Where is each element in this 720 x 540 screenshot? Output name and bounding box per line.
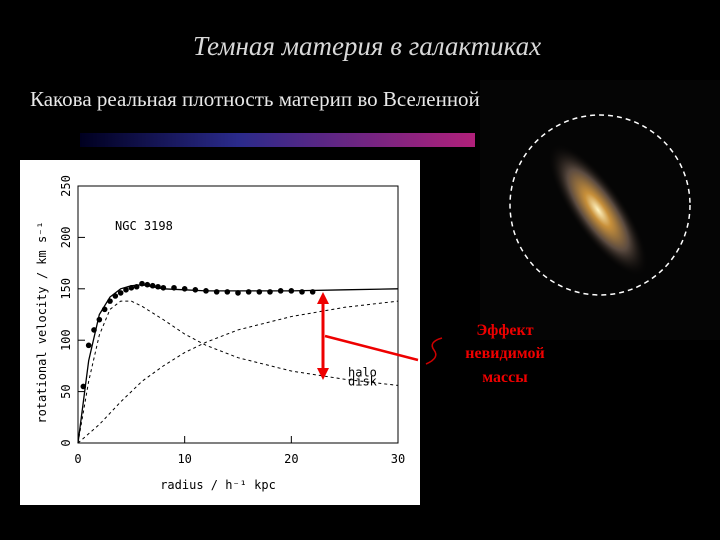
data-point [235,290,241,296]
y-tick-label: 200 [59,227,73,249]
x-tick-label: 0 [74,452,81,466]
slide-title: Темная материя в галактиках [193,31,541,61]
data-point [85,342,92,349]
data-point [117,290,124,296]
y-tick-label: 250 [59,175,73,197]
brace [425,337,443,365]
callout-line [324,334,419,362]
y-tick-label: 50 [59,384,73,398]
arrow-head [317,292,329,304]
curve [77,300,399,444]
annotation: NGC 3198 [115,219,173,233]
slide-subtitle: Какова реальная плотность материп во Все… [30,87,489,111]
chart: 0 10 20 30 0 50 100 150 200 250 radius / h⁻¹ kpc ro… [35,175,405,492]
decor-bar [80,133,475,147]
chart-panel [20,160,420,505]
data-point [213,289,220,295]
data-point [224,289,231,295]
galaxy-circle [509,114,691,296]
data-point [267,289,273,295]
data-point [123,287,129,293]
data-point [256,289,263,295]
y-tick-label: 100 [59,329,73,351]
x-tick-label: 20 [284,452,298,466]
y-tick-label: 150 [59,278,73,300]
data-point [299,289,305,295]
plot-frame [77,185,399,444]
x-axis-label: radius / h⁻¹ kpc [160,478,276,492]
y-tick-label: 0 [59,439,73,446]
series-label: halo [348,366,377,380]
callout: невидимой [465,345,544,362]
x-tick-label: 30 [391,452,405,466]
y-axis-label: rotational velocity / km s⁻¹ [35,221,49,423]
data-point [181,286,188,292]
curve [77,284,399,444]
galaxy [547,142,649,278]
series-label: disk [348,375,378,389]
arrow-head [317,368,329,380]
data-point [245,289,252,295]
callout: Эффект [476,322,533,339]
curve [77,300,399,444]
x-tick-label: 10 [177,452,191,466]
callout: массы [482,369,528,386]
